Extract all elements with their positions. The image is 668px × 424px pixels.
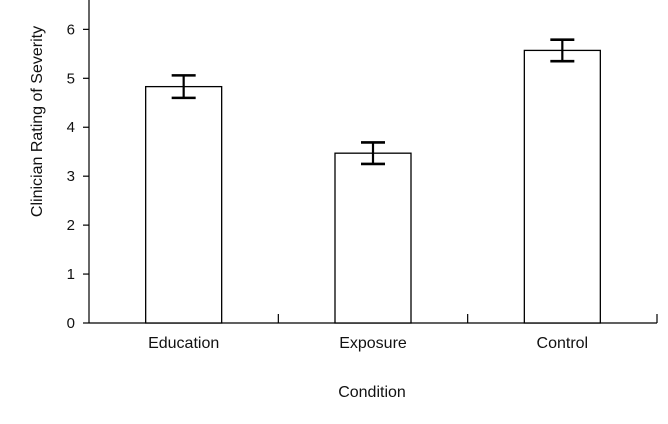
y-tick-label: 5 xyxy=(67,70,75,87)
y-tick-label: 3 xyxy=(67,168,75,185)
bar-exposure xyxy=(334,152,412,324)
category-label-control: Control xyxy=(537,335,589,352)
category-label-exposure: Exposure xyxy=(339,335,407,352)
y-tick-label: 4 xyxy=(67,119,75,136)
x-axis-title: Condition xyxy=(338,384,406,401)
y-tick-label: 2 xyxy=(67,217,75,234)
bar-control xyxy=(523,49,601,324)
x-ticks xyxy=(277,314,658,323)
y-tick-label: 1 xyxy=(67,266,75,283)
category-labels: Education Exposure Control xyxy=(148,335,588,352)
y-tick-label: 0 xyxy=(67,315,75,332)
category-label-education: Education xyxy=(148,335,219,352)
bar-education xyxy=(145,85,223,324)
error-bars xyxy=(171,38,575,166)
y-axis-title: Clinician Rating of Severity xyxy=(29,26,46,217)
y-ticks: 0 1 2 3 4 5 6 xyxy=(67,21,89,332)
y-tick-label: 6 xyxy=(67,21,75,38)
bars xyxy=(145,49,601,324)
